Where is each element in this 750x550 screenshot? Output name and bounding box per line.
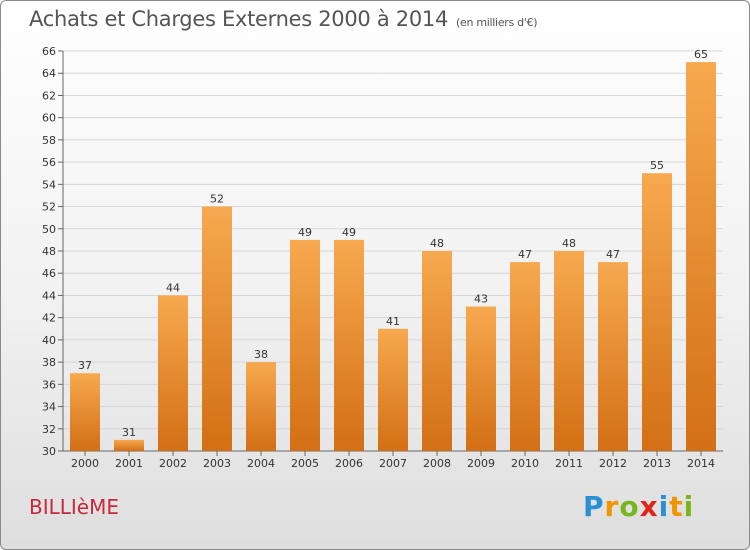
bar [642,173,672,451]
logo-letter: i [683,490,695,523]
y-tick-label: 32 [42,423,56,436]
x-tick-label: 2004 [247,457,275,470]
x-tick-label: 2001 [115,457,143,470]
data-labels: 37 31 44 52 38 49 49 41 48 43 47 48 47 55 65 [78,48,708,439]
y-tick-label: 50 [42,223,56,236]
chart-title: Achats et Charges Externes 2000 à 2014 [29,7,449,31]
bar [554,251,584,451]
y-tick-label: 40 [42,334,56,347]
y-tick-label: 66 [42,45,56,58]
data-label: 47 [606,248,620,261]
y-tick-label: 54 [42,178,56,191]
bar [686,62,716,451]
y-tick-label: 60 [42,112,56,125]
bar [334,239,364,451]
data-label: 65 [694,48,708,61]
bar [510,262,540,451]
x-tick-label: 2006 [335,457,363,470]
chart-title-block: Achats et Charges Externes 2000 à 2014 (e… [29,7,538,31]
bar [114,439,144,451]
x-tick-label: 2013 [643,457,671,470]
x-tick-label: 2009 [467,457,495,470]
bar [246,362,276,451]
logo-letter: P [583,490,605,523]
x-tick-label: 2012 [599,457,627,470]
data-label: 38 [254,348,268,361]
data-label: 31 [122,426,136,439]
y-tick-label: 44 [42,289,56,302]
commune-name: BILLIèME [29,495,119,519]
x-tick-label: 2005 [291,457,319,470]
data-label: 48 [562,237,576,250]
bar [598,262,628,451]
data-label: 49 [298,226,312,239]
data-label: 52 [210,193,224,206]
x-tick-label: 2010 [511,457,539,470]
x-tick-label: 2003 [203,457,231,470]
x-tick-label: 2007 [379,457,407,470]
bar [290,239,320,451]
x-tick-label: 2002 [159,457,187,470]
bars [70,62,716,451]
x-tick-label: 2000 [71,457,99,470]
proxiti-logo[interactable]: Proxiti [583,490,694,523]
bar [70,373,100,451]
bar [378,328,408,451]
data-label: 43 [474,293,488,306]
bar [422,251,452,451]
logo-letter: o [619,490,640,523]
data-label: 37 [78,359,92,372]
data-label: 48 [430,237,444,250]
data-label: 55 [650,159,664,172]
data-label: 44 [166,281,180,294]
data-label: 47 [518,248,532,261]
logo-letter: t [669,490,684,523]
x-tick-label: 2011 [555,457,583,470]
y-tick-label: 52 [42,201,56,214]
y-tick-label: 62 [42,89,56,102]
y-tick-label: 46 [42,267,56,280]
y-tick-label: 38 [42,356,56,369]
bar [202,206,232,451]
logo-letter: i [658,490,670,523]
y-tick-label: 58 [42,134,56,147]
y-tick-label: 34 [42,401,56,414]
y-tick-label: 64 [42,67,56,80]
y-tick-label: 48 [42,245,56,258]
y-tick-label: 42 [42,312,56,325]
logo-letter: x [639,490,659,523]
logo-letter: r [604,490,620,523]
y-tick-label: 36 [42,378,56,391]
y-tick-label: 56 [42,156,56,169]
chart-unit-note: (en milliers d'€) [456,16,538,29]
data-label: 41 [386,315,400,328]
bar [158,295,188,451]
x-tick-label: 2008 [423,457,451,470]
data-label: 49 [342,226,356,239]
x-tick-label: 2014 [687,457,715,470]
axes: 30 32 34 36 38 40 42 44 46 48 50 52 54 56 58 60 62 64 66 20… [42,45,723,470]
bar [466,306,496,451]
y-tick-label: 30 [42,445,56,458]
